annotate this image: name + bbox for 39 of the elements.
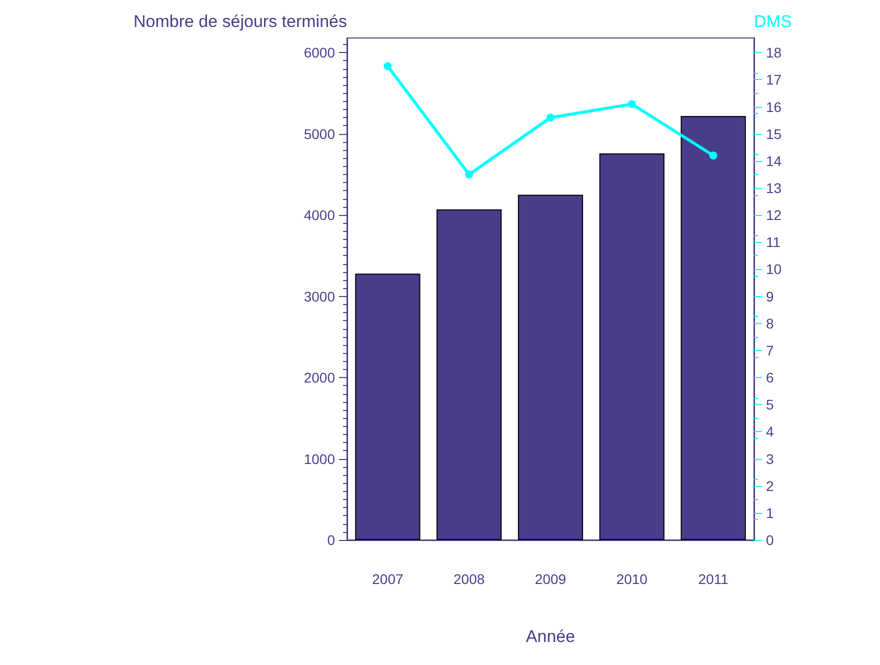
y2-tick-label: 14 [766, 152, 782, 169]
y2-tick-label: 18 [766, 44, 782, 61]
y2-tick-label: 2 [766, 478, 774, 494]
y2-tick-label: 8 [766, 315, 774, 332]
y-axis-title: Nombre de séjours terminés [133, 12, 347, 31]
y-tick-label: 2000 [304, 370, 336, 386]
point [628, 100, 636, 108]
y2-tick-label: 6 [766, 370, 774, 386]
x-tick-label: 2008 [454, 571, 485, 587]
y-tick-label: 1000 [304, 450, 336, 467]
y2-tick-label: 3 [766, 450, 774, 467]
y2-tick-label: 13 [766, 180, 782, 196]
y2-tick-label: 12 [766, 207, 782, 224]
y2-tick-label: 9 [766, 288, 774, 304]
x-tick-label: 2007 [372, 571, 404, 587]
y2-tick-label: 16 [766, 98, 782, 115]
y-tick-label: 0 [327, 532, 336, 548]
point [384, 62, 392, 70]
y2-tick-label: 15 [766, 126, 782, 142]
y2-tick-label: 10 [766, 261, 782, 278]
point [546, 114, 554, 122]
y-tick-label: 4000 [304, 207, 336, 224]
y2-tick-label: 11 [766, 234, 781, 250]
y-tick-label: 6000 [304, 44, 336, 61]
y-tick-label: 3000 [304, 288, 336, 304]
x-axis-title: Année [526, 627, 576, 646]
y-tick-label: 5000 [304, 126, 336, 142]
y2-tick-label: 5 [766, 396, 774, 413]
point [709, 152, 718, 160]
y2-axis-title: DMS [754, 12, 792, 31]
x-tick-label: 2010 [616, 571, 648, 587]
x-tick-label: 2011 [698, 571, 729, 587]
y2-tick-label: 17 [766, 72, 782, 88]
y2-tick-label: 7 [766, 342, 774, 358]
y2-tick-label: 1 [766, 504, 774, 521]
y2-tick-label: 0 [766, 532, 774, 548]
point [465, 170, 474, 178]
y2-tick-label: 4 [766, 424, 774, 440]
x-tick-label: 2009 [534, 571, 566, 587]
